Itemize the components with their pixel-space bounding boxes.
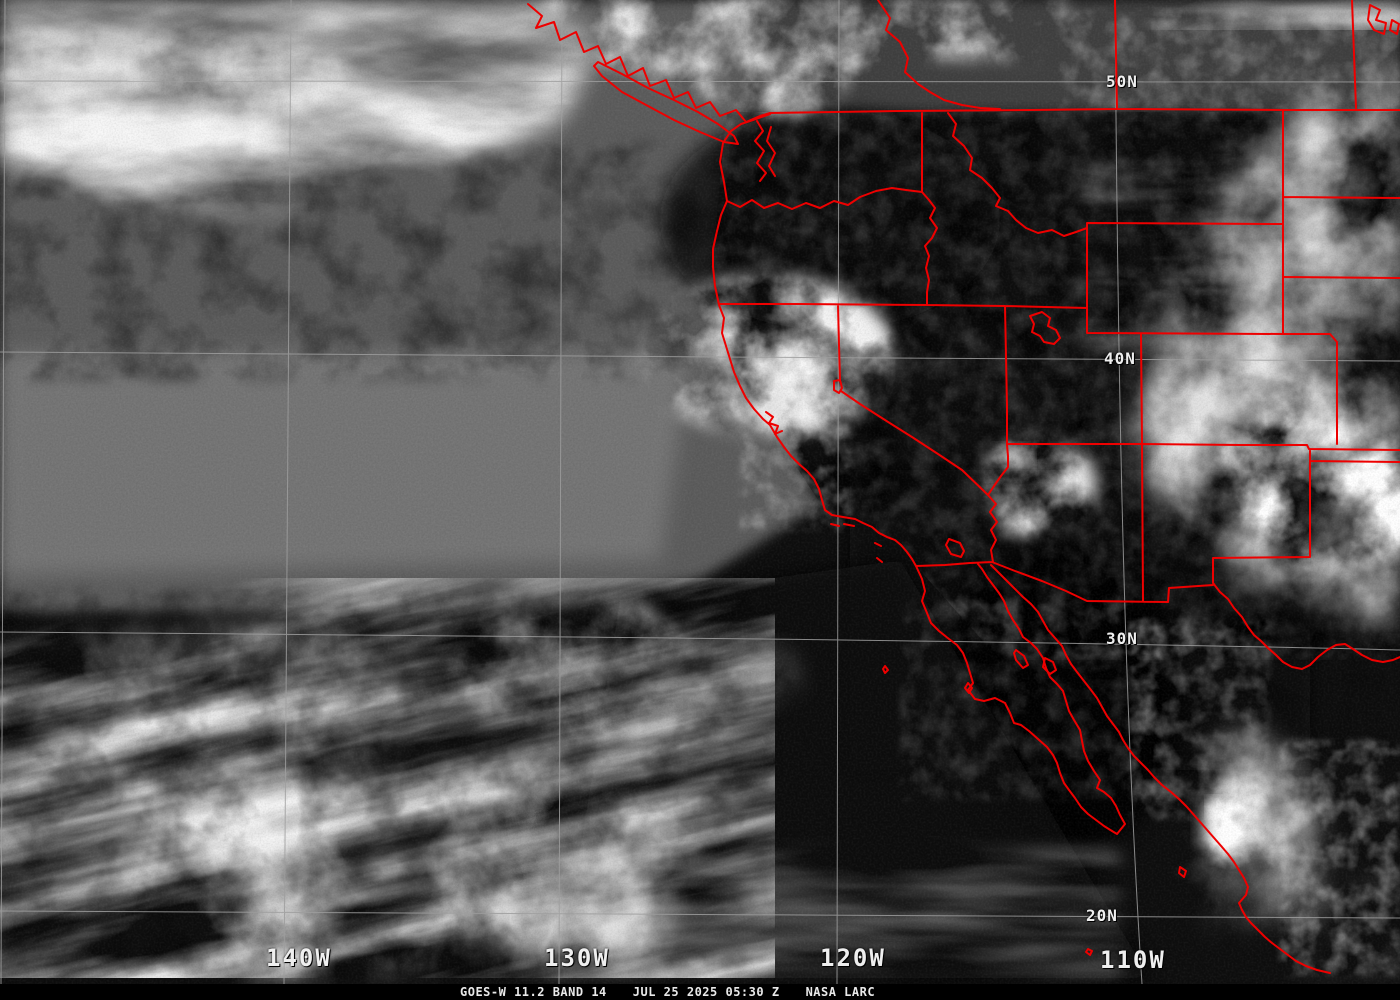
gridline-110w [1114,0,1143,984]
caption-product: GOES-W 11.2 BAND 14 [460,985,607,999]
gridline-140w [283,0,292,984]
lon-label-130w: 130W [544,944,610,972]
caption-bar: GOES-W 11.2 BAND 14 JUL 25 2025 05:30 Z … [0,984,1400,1000]
caption-timestamp: JUL 25 2025 05:30 Z [632,985,780,999]
state-borders [718,0,1400,670]
lat-label-50n: 50N [1106,72,1138,91]
lat-label-30n: 30N [1106,629,1138,648]
caption-credit: NASA LARC [805,985,876,999]
gridline-120w [836,0,840,984]
gridline-30n [0,631,1400,651]
gridline-40n [0,351,1400,362]
map-borders-overlay [527,0,1400,974]
gridline-150w [0,0,6,984]
lat-label-20n: 20N [1086,906,1118,925]
lakes-and-islands [830,4,1400,956]
lat-label-40n: 40N [1104,349,1136,368]
lon-label-110w: 110W [1100,946,1166,974]
coastlines [527,3,1331,974]
gridline-50n [0,80,1400,83]
lon-label-140w: 140W [266,944,332,972]
lon-label-120w: 120W [820,944,886,972]
gridline-130w [558,0,563,984]
